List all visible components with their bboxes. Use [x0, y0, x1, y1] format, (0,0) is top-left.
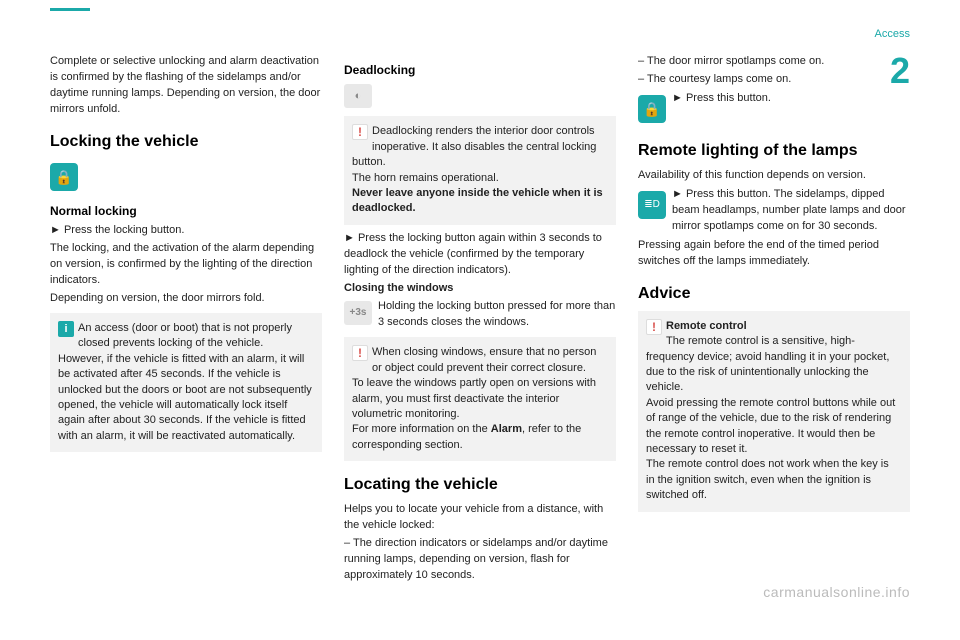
locate-2: – The direction indicators or sidelamps … — [344, 536, 616, 584]
warning-icon: ! — [646, 319, 662, 335]
info-note-access: i An access (door or boot) that is not p… — [50, 313, 322, 452]
info-icon: i — [58, 321, 74, 337]
courtesy-lamps: – The courtesy lamps come on. — [638, 72, 910, 88]
press-again: ► Press the locking button again within … — [344, 231, 616, 279]
note-text: An access (door or boot) that is not pro… — [58, 322, 312, 442]
steering-icon: ◐ — [344, 84, 372, 108]
press-button-text: ► Press this button. — [672, 91, 910, 107]
watermark: carmanualsonline.info — [763, 584, 910, 600]
heading-closing-windows: Closing the windows — [344, 281, 616, 297]
warn-deadlocking: ! Deadlocking renders the interior door … — [344, 116, 616, 224]
remote-text-1: The remote control is a sensitive, high-… — [646, 334, 900, 396]
warn-windows-1: When closing windows, ensure that no per… — [372, 346, 596, 373]
column-3: – The door mirror spotlamps come on. – T… — [638, 54, 910, 586]
content-columns: Complete or selective unlocking and alar… — [50, 54, 910, 586]
intro-text: Complete or selective unlocking and alar… — [50, 54, 322, 118]
warn-text-3: Never leave anyone inside the vehicle wh… — [352, 186, 606, 217]
remote-text-3: The remote control does not work when th… — [646, 457, 900, 503]
section-label: Access — [875, 28, 910, 40]
lock-button-icon: 🔒 — [638, 95, 666, 123]
column-1: Complete or selective unlocking and alar… — [50, 54, 322, 586]
remote-title: Remote control — [666, 320, 747, 332]
heading-locating: Locating the vehicle — [344, 473, 616, 496]
locking-desc: The locking, and the activation of the a… — [50, 241, 322, 289]
hold-text: Holding the locking button pressed for m… — [378, 299, 616, 331]
heading-normal-locking: Normal locking — [50, 203, 322, 220]
heading-locking: Locking the vehicle — [50, 130, 322, 153]
warn-remote: ! Remote control The remote control is a… — [638, 311, 910, 512]
warning-icon: ! — [352, 345, 368, 361]
lock-icon: 🔒 — [50, 163, 78, 191]
chapter-number: 2 — [890, 50, 910, 92]
locate-1: Helps you to locate your vehicle from a … — [344, 502, 616, 534]
warn-windows-3: For more information on the Alarm, refer… — [352, 422, 606, 453]
lamp-icon: ≣D — [638, 191, 666, 219]
warn-windows-2: To leave the windows partly open on vers… — [352, 376, 606, 422]
availability: Availability of this function depends on… — [638, 168, 910, 184]
plus3s-icon: +3s — [344, 301, 372, 325]
heading-deadlocking: Deadlocking — [344, 62, 616, 79]
warn-windows: ! When closing windows, ensure that no p… — [344, 337, 616, 461]
mirror-spotlamps: – The door mirror spotlamps come on. — [638, 54, 910, 70]
press-lamps-text: ► Press this button. The sidelamps, dipp… — [672, 187, 910, 235]
remote-text-2: Avoid pressing the remote control button… — [646, 396, 900, 458]
heading-remote-lighting: Remote lighting of the lamps — [638, 139, 910, 162]
press-again-off: Pressing again before the end of the tim… — [638, 238, 910, 270]
column-2: Deadlocking ◐ ! Deadlocking renders the … — [344, 54, 616, 586]
warn-text-2: The horn remains operational. — [352, 171, 606, 186]
accent-bar — [50, 8, 90, 11]
warn-text-1: Deadlocking renders the interior door co… — [352, 125, 596, 168]
press-locking: ► Press the locking button. — [50, 223, 322, 239]
mirrors-fold: Depending on version, the door mirrors f… — [50, 291, 322, 307]
warning-icon: ! — [352, 124, 368, 140]
heading-advice: Advice — [638, 282, 910, 305]
